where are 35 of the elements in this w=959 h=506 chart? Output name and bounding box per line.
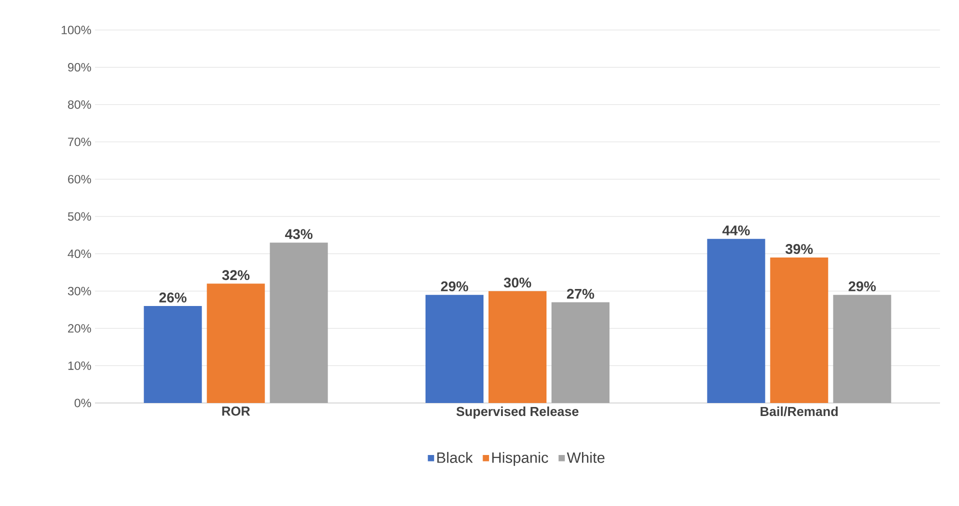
data-label: 30% (504, 278, 532, 288)
y-tick-label: 100% (62, 26, 92, 34)
bar (144, 306, 202, 403)
data-label: 29% (848, 281, 876, 292)
y-tick-label: 90% (68, 63, 92, 72)
y-tick-label: 0% (74, 398, 92, 408)
data-label: 32% (222, 270, 250, 280)
x-tick-label: Bail/Remand (760, 406, 838, 416)
bar (552, 302, 610, 403)
data-label: 44% (722, 225, 750, 236)
y-tick-label: 30% (68, 286, 92, 296)
bar (833, 294, 892, 403)
x-tick-label: Supervised Release (456, 406, 578, 419)
y-tick-label: 40% (68, 250, 92, 258)
y-tick-label: 80% (68, 100, 92, 109)
bar (770, 258, 828, 403)
bar (707, 238, 766, 403)
data-label: 29% (440, 281, 468, 292)
data-label: 26% (159, 292, 186, 302)
y-tick-label: 10% (68, 361, 92, 370)
legend-label: Hispanic (492, 452, 548, 466)
x-tick-label: ROR (222, 406, 250, 416)
bar (206, 284, 265, 403)
legend-label: Black (437, 452, 473, 463)
y-tick-label: 20% (68, 324, 92, 333)
y-tick-label: 50% (68, 212, 92, 221)
legend-label: White (566, 452, 604, 463)
data-label: 43% (285, 229, 312, 240)
data-label: 39% (785, 244, 813, 254)
data-label: 27% (566, 288, 594, 299)
bar (270, 242, 328, 403)
y-tick-label: 60% (68, 174, 92, 184)
y-tick-label: 70% (68, 138, 92, 146)
bar (488, 291, 547, 403)
bar (426, 294, 484, 403)
